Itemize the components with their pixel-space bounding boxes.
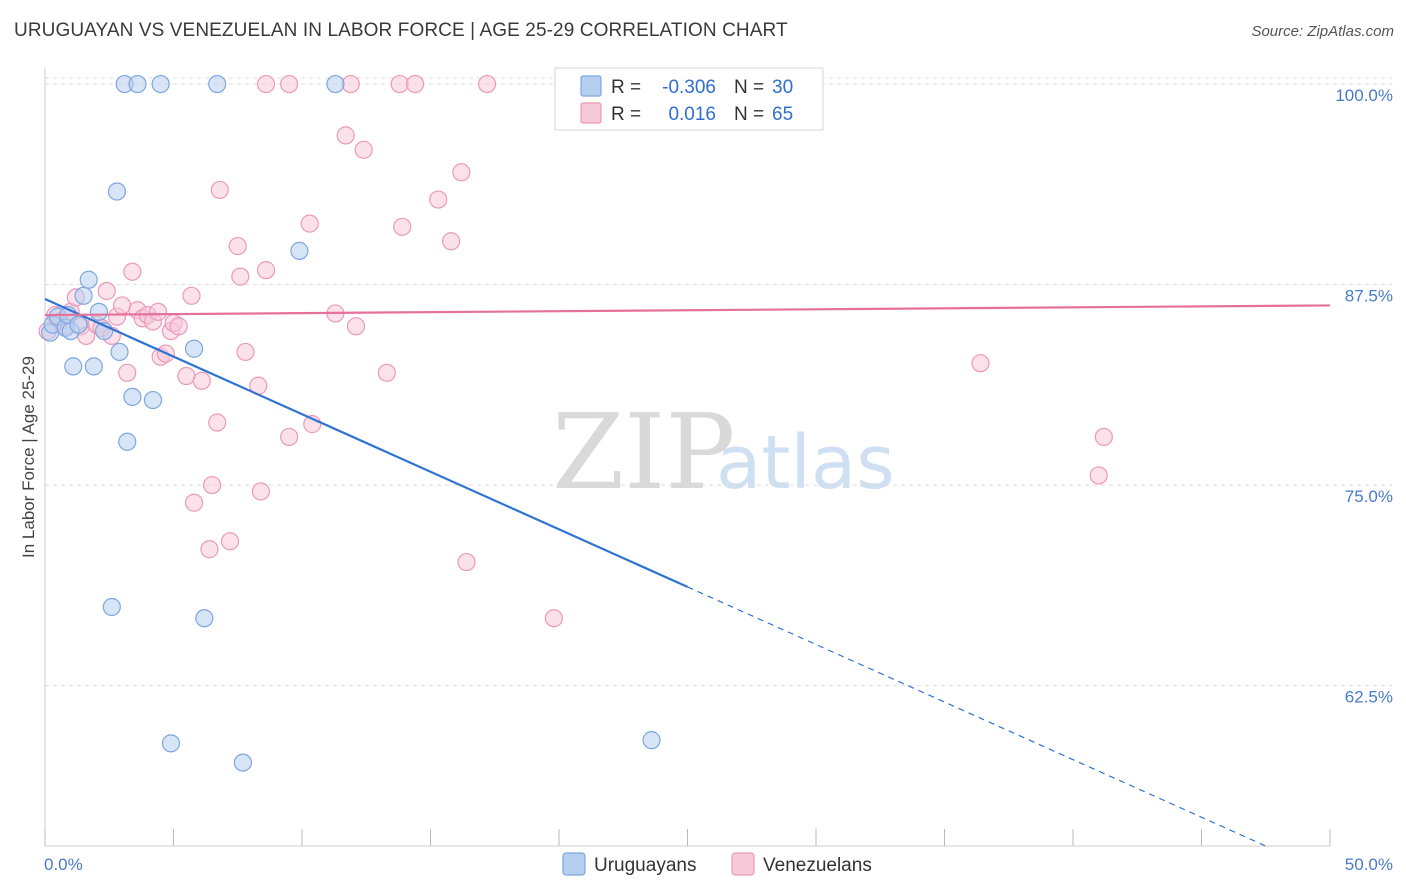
uruguayans-point	[107, 182, 127, 201]
venezuelans-point	[148, 302, 168, 321]
legend-label-uruguayans: Uruguayans	[594, 855, 696, 876]
trend-lines	[44, 298, 1331, 847]
uruguayans-point	[326, 74, 345, 94]
legend-swatch-uruguayans-bottom	[562, 852, 586, 876]
uruguayans-point	[184, 339, 204, 358]
y-axis-tick-labels: 62.5% 75.0% 87.5% 100.0%	[1335, 86, 1393, 707]
uruguayans-point	[89, 302, 109, 321]
uruguayans-trend-extension	[687, 586, 1266, 847]
y-tick-label: 62.5%	[1345, 688, 1393, 707]
venezuelans-point	[341, 74, 360, 94]
x-axis-ticks	[44, 829, 1331, 846]
venezuelans-point	[300, 214, 319, 233]
uruguayans-point	[110, 342, 129, 362]
uruguayans-point	[79, 270, 98, 289]
venezuelans-point	[377, 363, 396, 382]
legend-r-label-1: R =	[611, 77, 641, 98]
legend-n-value-1: 30	[772, 77, 793, 98]
venezuelans-point	[1089, 466, 1108, 485]
uruguayans-point	[642, 731, 661, 750]
venezuelans-point	[192, 371, 211, 390]
venezuelans-point	[280, 74, 299, 94]
uruguayans-point	[102, 597, 121, 617]
venezuelans-point	[202, 475, 222, 495]
y-tick-label: 75.0%	[1345, 487, 1393, 506]
legend-n-label-1: N =	[734, 77, 764, 98]
legend-n-value-2: 65	[772, 104, 793, 125]
venezuelans-point	[971, 354, 990, 373]
legend-swatch-venezuelans	[580, 102, 602, 124]
venezuelans-point	[210, 180, 229, 200]
venezuelans-point	[280, 427, 299, 447]
venezuelans-point	[390, 74, 409, 94]
venezuelans-point	[346, 317, 366, 336]
watermark-atlas: atlas	[716, 420, 895, 506]
venezuelans-point	[544, 609, 563, 628]
legend-n-label-2: N =	[734, 104, 764, 125]
venezuelans-point	[200, 540, 219, 559]
venezuelans-point	[441, 232, 461, 251]
venezuelans-point	[457, 552, 476, 572]
uruguayans-point	[118, 432, 137, 451]
x-tick-label-min: 0.0%	[44, 855, 83, 874]
uruguayans-point	[233, 753, 252, 772]
uruguayans-point	[84, 357, 103, 376]
y-axis-label: In Labor Force | Age 25-29	[19, 356, 38, 558]
venezuelans-point	[256, 74, 276, 94]
venezuelans-point	[1094, 427, 1113, 447]
series-legend: Uruguayans Venezuelans	[562, 852, 872, 876]
uruguayans-point	[161, 734, 181, 753]
venezuelans-point	[112, 296, 132, 315]
venezuelans-point	[228, 236, 247, 256]
uruguayans-point	[195, 609, 214, 628]
uruguayans-point	[64, 357, 83, 376]
venezuelans-point	[208, 413, 227, 432]
uruguayans-point	[143, 390, 163, 410]
correlation-legend: R = -0.306 N = 30 R = 0.016 N = 65	[554, 67, 824, 131]
venezuelans-point	[220, 532, 240, 551]
venezuelans-point	[354, 140, 373, 159]
y-tick-label: 100.0%	[1335, 86, 1393, 105]
uruguayans-point	[69, 315, 88, 334]
venezuelans-point	[118, 363, 137, 382]
venezuelans-point	[97, 281, 116, 301]
legend-r-label-2: R =	[611, 104, 641, 125]
venezuelans-point	[123, 262, 142, 281]
venezuelans-point	[182, 286, 201, 305]
x-tick-label-max: 50.0%	[1345, 855, 1393, 874]
uruguayans-point	[290, 241, 309, 260]
venezuelans-point	[336, 126, 355, 145]
venezuelans-point	[256, 261, 276, 280]
venezuelans-point	[405, 74, 425, 94]
venezuelans-point	[477, 74, 497, 94]
venezuelans-point	[251, 482, 270, 501]
uruguayans-point	[123, 387, 142, 406]
venezuelans-point	[177, 366, 196, 386]
y-tick-label: 87.5%	[1345, 287, 1393, 306]
legend-label-venezuelans: Venezuelans	[763, 855, 872, 876]
source-label: Source: ZipAtlas.com	[1251, 23, 1394, 40]
venezuelans-trend-line	[44, 304, 1331, 317]
uruguayans-point	[74, 286, 93, 305]
grid-lines	[45, 77, 1392, 687]
legend-r-value-2: 0.016	[668, 104, 716, 125]
legend-r-value-1: -0.306	[662, 77, 716, 98]
venezuelans-point	[184, 493, 204, 512]
venezuelans-point	[452, 163, 471, 182]
legend-swatch-uruguayans	[580, 75, 602, 97]
chart-title: URUGUAYAN VS VENEZUELAN IN LABOR FORCE |…	[14, 20, 788, 41]
uruguayans-trend-line	[44, 298, 688, 588]
uruguayans-point	[128, 74, 147, 94]
watermark-zip: ZIP	[552, 391, 735, 513]
legend-swatch-venezuelans-bottom	[731, 852, 755, 876]
uruguayans-point	[208, 74, 227, 94]
venezuelans-point	[169, 317, 188, 336]
venezuelans-point	[236, 342, 255, 362]
uruguayans-point	[151, 74, 170, 94]
venezuelans-point	[231, 267, 250, 286]
venezuelans-point	[393, 217, 412, 236]
venezuelans-point	[429, 190, 448, 209]
